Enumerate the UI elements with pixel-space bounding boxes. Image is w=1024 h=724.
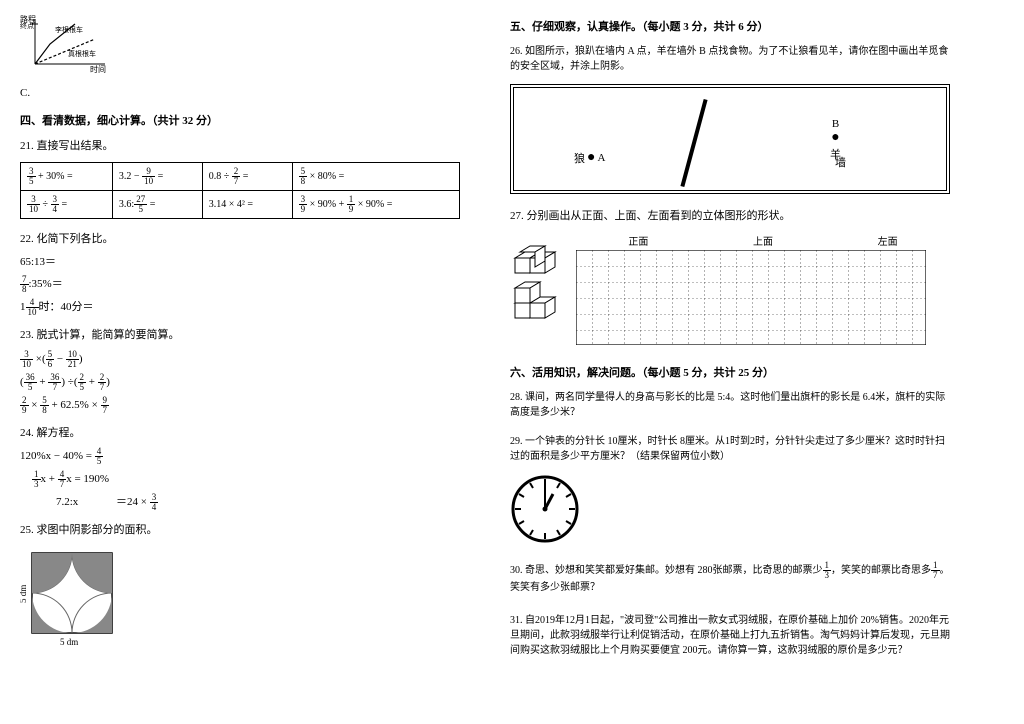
svg-text:时间: 时间	[90, 64, 106, 74]
q26-text: 26. 如图所示，狼趴在墙内 A 点，羊在墙外 B 点找食物。为了不让狼看见羊，…	[510, 44, 950, 74]
q22-line2: 78:35%＝	[20, 275, 460, 294]
q24-eq1: 120%x − 40% = 45	[20, 447, 460, 466]
q22-text: 22. 化简下列各比。	[20, 231, 460, 248]
right-column: 五、仔细观察，认真操作。（每小题 3 分，共计 6 分） 26. 如图所示，狼趴…	[510, 12, 950, 712]
q22-line1: 65:13＝	[20, 254, 460, 272]
section-6-heading: 六、活用知识，解决问题。（每小题 5 分，共计 25 分）	[510, 364, 950, 380]
q24-text: 24. 解方程。	[20, 425, 460, 442]
q30-text: 30. 奇思、妙想和笑笑都爱好集邮。妙想有 280张邮票，比奇思的邮票少13，笑…	[510, 561, 950, 595]
svg-text:李根根车: 李根根车	[55, 25, 83, 34]
q29-text: 29. 一个钟表的分针长 10厘米，时针长 8厘米。从1时到2时，分针针尖走过了…	[510, 434, 950, 464]
q25-text: 25. 求图中阴影部分的面积。	[20, 522, 460, 539]
line-graph-icon: 路程 终点 李根根车 真根根车 时间	[20, 14, 110, 74]
wolf-label: 狼●A	[574, 150, 605, 166]
svg-text:真根根车: 真根根车	[68, 49, 96, 58]
section-4-heading: 四、看清数据，细心计算。（共计 32 分）	[20, 112, 460, 128]
left-column: 路程 终点 李根根车 真根根车 时间 C. 四、看清数据，细心计算。（共计 32…	[20, 12, 460, 712]
q28-text: 28. 课间，两名同学量得人的身高与影长的比是 5:4。这时他们量出旗杆的影长是…	[510, 390, 950, 420]
q23-expr1: 310 ×(56 − 1021)	[20, 350, 460, 369]
q24-eq3: 7.2:x＝24 × 34	[56, 493, 460, 512]
table-row: 35 + 30% = 3.2 − 910 = 0.8 ÷ 27 = 58 × 8…	[21, 163, 460, 191]
q23-expr2: (365 + 367) ÷(25 + 27)	[20, 373, 460, 392]
wall-line	[680, 99, 707, 187]
astroid-figure: 5 dm 5 dm	[20, 549, 460, 652]
table-row: 310 ÷ 34 = 3.6:275 = 3.14 × 4² = 39 × 90…	[21, 191, 460, 219]
option-c-graph: 路程 终点 李根根车 真根根车 时间	[20, 14, 460, 77]
clock-icon	[510, 474, 580, 544]
option-c-label: C.	[20, 85, 460, 102]
q21-text: 21. 直接写出结果。	[20, 138, 460, 155]
section-5-heading: 五、仔细观察，认真操作。（每小题 3 分，共计 6 分）	[510, 18, 950, 34]
clock-figure	[510, 474, 950, 547]
cube-stack-icon	[510, 233, 570, 336]
wolf-sheep-figure: 狼●A B●羊 墙	[510, 84, 950, 194]
q23-text: 23. 脱式计算，能简算的要简算。	[20, 327, 460, 344]
wall-label: 墙	[835, 154, 846, 170]
q24-eq2: 13x + 47x = 190%	[32, 470, 460, 489]
svg-text:5 dm: 5 dm	[60, 637, 78, 647]
q31-text: 31. 自2019年12月1日起，"波司登"公司推出一款女式羽绒服，在原价基础上…	[510, 613, 950, 658]
q22-line3: 1410时：40分＝	[20, 298, 460, 317]
dotted-grid-icon	[576, 250, 926, 345]
svg-text:5 dm: 5 dm	[20, 584, 28, 602]
q27-figure: 正面上面左面	[510, 233, 950, 348]
q23-expr3: 29 × 58 + 62.5% × 97	[20, 396, 460, 415]
q27-text: 27. 分别画出从正面、上面、左面看到的立体图形的形状。	[510, 208, 950, 225]
svg-text:终点: 终点	[20, 21, 34, 30]
view-labels: 正面上面左面	[576, 233, 950, 248]
astroid-icon: 5 dm 5 dm	[20, 549, 120, 649]
calc-table: 35 + 30% = 3.2 − 910 = 0.8 ÷ 27 = 58 × 8…	[20, 162, 460, 219]
